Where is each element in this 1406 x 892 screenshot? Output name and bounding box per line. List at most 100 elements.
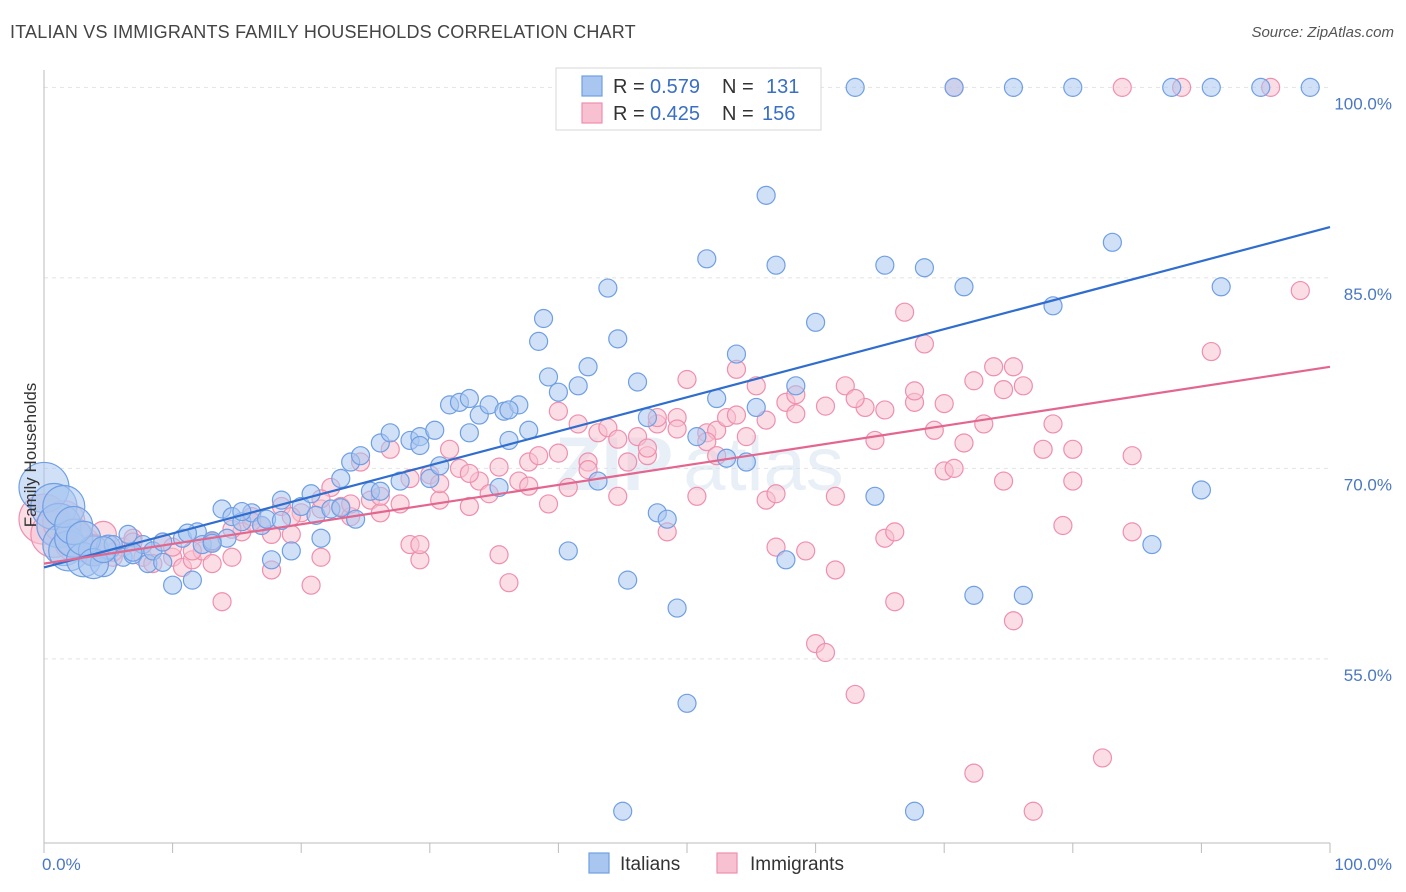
italians-point-98 — [954, 277, 974, 297]
series-legend: Italians Immigrants — [588, 852, 844, 875]
italians-point-73 — [627, 372, 648, 392]
immigrants-point-145 — [934, 394, 954, 414]
immigrants-point-99 — [1013, 376, 1033, 396]
immigrants-point-109 — [1201, 341, 1221, 362]
italians-point-32 — [271, 490, 292, 510]
immigrants-point-71 — [736, 427, 756, 447]
italians-point-35 — [301, 484, 321, 504]
immigrants-point-52 — [548, 401, 569, 421]
italians-point-123 — [331, 498, 351, 518]
immigrants-point-53 — [558, 477, 578, 498]
immigrants-point-98 — [1003, 357, 1024, 377]
italians-point-93 — [865, 486, 885, 506]
immigrants-point-131 — [519, 476, 539, 496]
italians-point-69 — [588, 471, 608, 491]
italians-point-91 — [805, 312, 826, 332]
watermark: ZIP atlas — [555, 422, 844, 507]
axes — [43, 70, 1331, 853]
italians-point-54 — [459, 388, 479, 409]
italians-point-78 — [677, 693, 697, 713]
immigrants-point-27 — [301, 575, 321, 595]
immigrants-point-66 — [687, 486, 707, 506]
italians-point-64 — [538, 367, 559, 387]
immigrants-point-153 — [944, 458, 964, 478]
immigrants-point-157 — [311, 547, 331, 567]
italians-point-77 — [667, 598, 687, 618]
italians-point-95 — [904, 801, 925, 821]
immigrants-point-86 — [885, 592, 905, 612]
immigrants-point-156 — [1122, 446, 1142, 466]
italians-point-125 — [410, 435, 430, 456]
trend-lines — [43, 226, 1331, 569]
italians-n-value: 131 — [766, 76, 799, 98]
immigrants-point-147 — [993, 380, 1014, 400]
immigrants-point-18 — [212, 592, 232, 612]
italians-point-31 — [261, 550, 282, 570]
immigrants-point-81 — [835, 376, 855, 396]
immigrants-point-80 — [825, 486, 845, 506]
italians-point-57 — [489, 477, 509, 498]
italians-point-109 — [1211, 277, 1231, 297]
italians-point-37 — [311, 528, 331, 548]
italians-point-65 — [548, 382, 569, 402]
italians-point-33 — [281, 541, 301, 561]
immigrants-point-102 — [1043, 414, 1063, 434]
italians-point-49 — [420, 468, 440, 489]
source-label: Source: ZipAtlas.com — [1251, 24, 1394, 41]
stats-legend: R = 0.579 N = 131 R = 0.425 N = 156 — [555, 67, 822, 131]
immigrants-point-151 — [825, 560, 845, 580]
immigrants-point-19 — [222, 547, 242, 567]
immigrants-trend-line — [43, 365, 1331, 565]
immigrants-r-value: 0.425 — [650, 103, 700, 125]
immigrants-point-132 — [548, 443, 569, 463]
italians-trend-line — [43, 226, 1331, 569]
immigrants-point-154 — [1003, 611, 1024, 631]
italians-r-label: R = — [613, 76, 645, 98]
immigrants-swatch — [581, 102, 603, 124]
immigrants-point-146 — [964, 371, 984, 391]
immigrants-point-152 — [885, 522, 905, 542]
tick-labels: 100.0% 85.0% 70.0% 55.0% 0.0% 100.0% — [42, 94, 1392, 874]
italians-point-71 — [608, 329, 628, 349]
immigrants-point-89 — [914, 334, 935, 354]
immigrants-point-95 — [974, 414, 994, 434]
italians-point-76 — [657, 509, 677, 529]
immigrants-point-144 — [904, 381, 925, 401]
italians-point-104 — [1102, 232, 1122, 252]
immigrants-point-77 — [796, 541, 816, 561]
italians-r-value: 0.579 — [650, 76, 700, 98]
italians-point-66 — [558, 541, 578, 561]
immigrants-point-106 — [1112, 77, 1132, 97]
immigrants-point-140 — [786, 404, 806, 424]
italians-swatch — [581, 75, 603, 97]
italians-point-18 — [163, 575, 183, 595]
y-axis-title: Family Households — [21, 383, 40, 528]
immigrants-point-17 — [202, 554, 222, 574]
x-tick-label-1: 100.0% — [1334, 855, 1392, 874]
immigrants-point-84 — [865, 430, 885, 451]
immigrants-point-59 — [618, 452, 638, 472]
italians-point-45 — [380, 423, 400, 443]
italians-point-63 — [533, 308, 554, 329]
italians-point-105 — [1142, 534, 1162, 555]
italians-point-34 — [291, 496, 311, 517]
immigrants-point-50 — [529, 446, 549, 466]
immigrants-point-93 — [954, 433, 974, 453]
italians-point-92 — [845, 77, 865, 97]
italians-point-20 — [182, 570, 202, 590]
italians-point-94 — [875, 255, 895, 275]
italians-point-68 — [578, 357, 598, 377]
italians-point-80 — [697, 249, 717, 269]
immigrants-point-135 — [637, 438, 658, 458]
immigrants-point-111 — [1290, 280, 1310, 301]
immigrants-point-142 — [845, 388, 865, 409]
legend-immigrants-swatch — [716, 852, 738, 874]
immigrants-point-90 — [924, 420, 944, 440]
italians-point-96 — [914, 258, 935, 278]
italians-point-108 — [1201, 77, 1221, 97]
italians-point-97 — [944, 77, 964, 97]
immigrants-point-97 — [993, 471, 1014, 491]
legend-immigrants-label: Immigrants — [750, 854, 844, 875]
italians-point-42 — [350, 446, 371, 466]
immigrants-point-103 — [1053, 515, 1073, 536]
